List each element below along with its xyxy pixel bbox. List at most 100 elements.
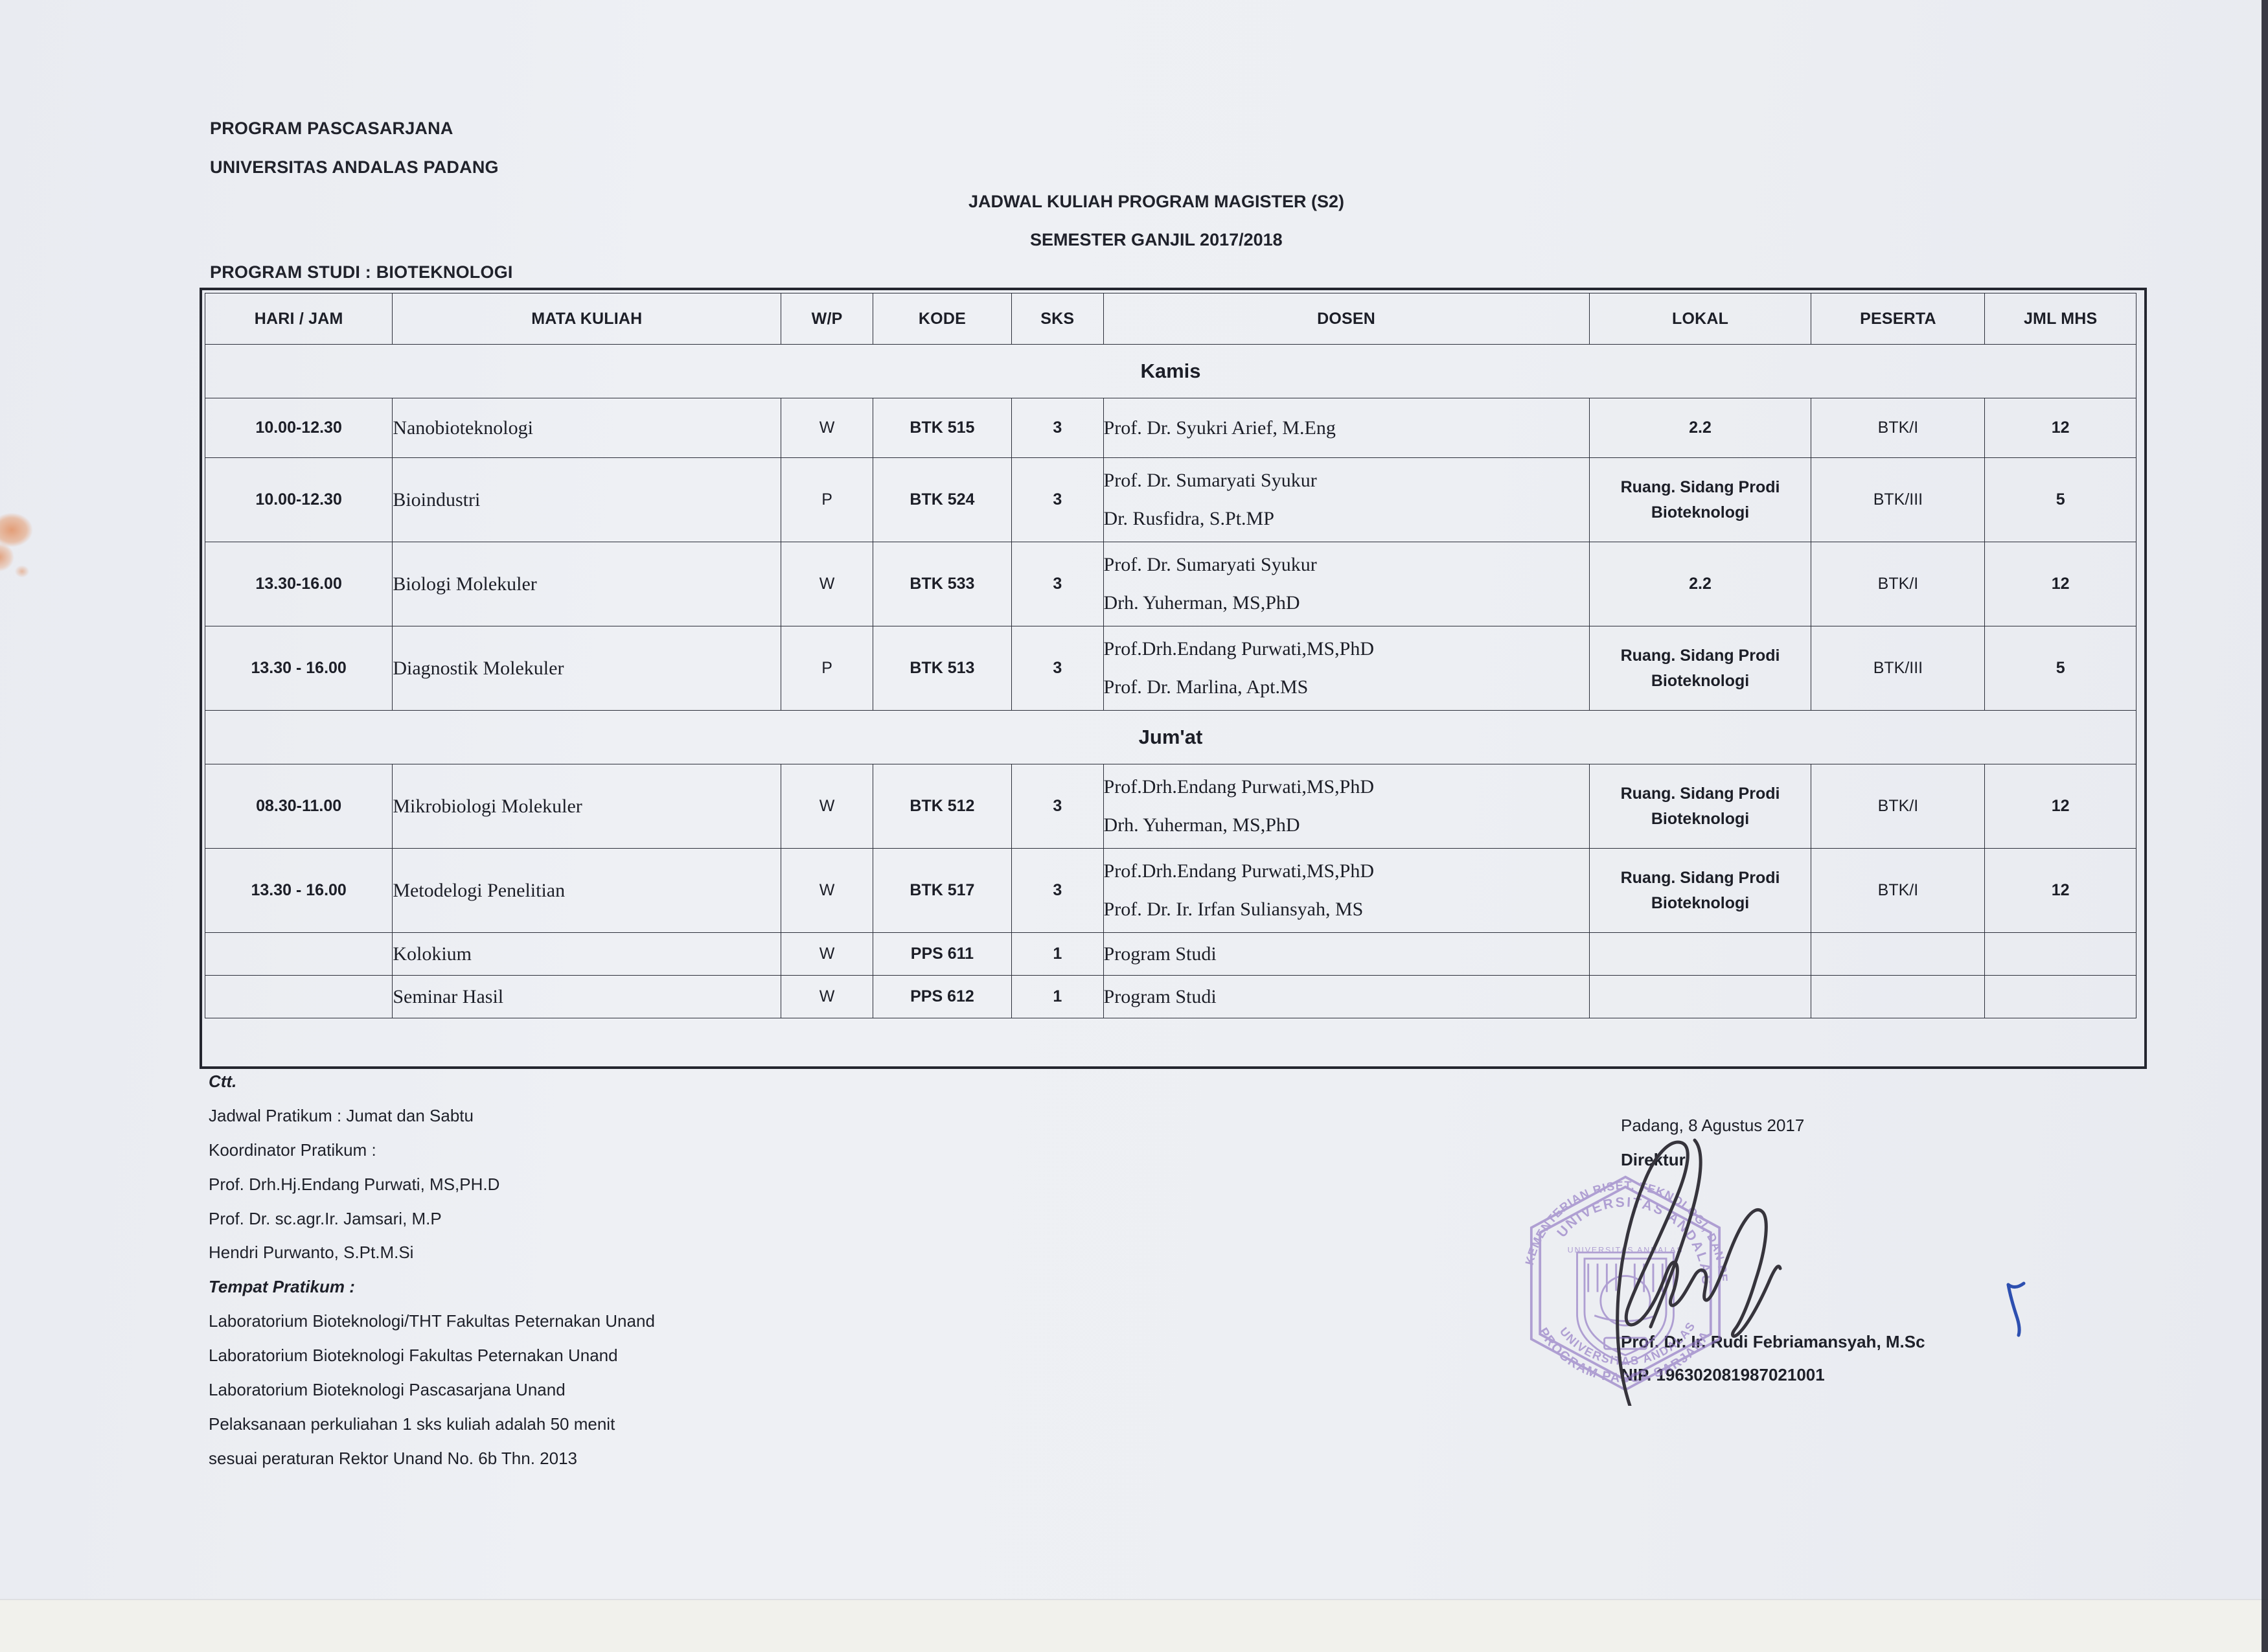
cell-lokal: 2.2	[1588, 542, 1812, 626]
scan-right-edge	[2262, 0, 2268, 1652]
scan-bottom-edge	[0, 1599, 2268, 1652]
day-separator-row: Kamis	[205, 344, 2136, 398]
col-mata-kuliah: MATA KULIAH	[392, 293, 782, 345]
cell-lokal: Ruang. Sidang Prodi Bioteknologi	[1588, 764, 1812, 849]
cell-lokal: 2.2	[1588, 398, 1812, 458]
cell-sks: 1	[1011, 975, 1104, 1018]
cell-dosen: Prof.Drh.Endang Purwati,MS,PhD Prof. Dr. …	[1103, 848, 1590, 933]
notes-block: Ctt. Jadwal Pratikum : Jumat dan Sabtu Ko…	[209, 1072, 1116, 1484]
cell-hari-jam	[204, 975, 393, 1018]
cell-hari-jam: 08.30-11.00	[204, 764, 393, 849]
table-row: 10.00-12.30 Nanobioteknologi W BTK 515 3 Prof…	[204, 398, 2136, 458]
cell-hari-jam: 13.30 - 16.00	[204, 848, 393, 933]
cell-peserta: BTK/III	[1811, 457, 1986, 542]
cell-peserta: BTK/I	[1811, 848, 1986, 933]
cell-mata-kuliah: Diagnostik Molekuler	[392, 626, 782, 711]
cell-sks: 3	[1011, 542, 1104, 626]
signature-name: Prof. Dr. Ir. Rudi Febriamansyah, M.Sc	[1621, 1332, 1925, 1351]
cell-wp: W	[781, 932, 873, 976]
cell-dosen: Prof. Dr. Sumaryati Syukur Drh. Yuherman,…	[1103, 542, 1590, 626]
col-lokal: LOKAL	[1588, 293, 1812, 345]
table-row: Seminar Hasil W PPS 612 1 Program Studi	[204, 975, 2136, 1018]
table-row: Kolokium W PPS 611 1 Program Studi	[204, 932, 2136, 976]
cell-lokal	[1588, 932, 1812, 976]
cell-wp: W	[781, 542, 873, 626]
signature-place-date: Padang, 8 Agustus 2017	[1621, 1116, 1805, 1135]
cell-sks: 3	[1011, 626, 1104, 711]
cell-sks: 3	[1011, 398, 1104, 458]
note-place-line: Laboratorium Bioteknologi Fakultas Peter…	[209, 1346, 618, 1366]
cell-peserta: BTK/I	[1811, 764, 1986, 849]
col-hari-jam: HARI / JAM	[204, 293, 393, 345]
cell-peserta	[1811, 932, 1986, 976]
note-place-line: Laboratorium Bioteknologi Pascasarjana U…	[209, 1380, 566, 1400]
orange-stain-artifact	[0, 512, 62, 590]
signature-nip: NIP. 196302081987021001	[1621, 1365, 1825, 1384]
signature-block: Padang, 8 Agustus 2017 Direktur Prof. Dr…	[1621, 1116, 2139, 1385]
cell-kode: BTK 517	[872, 848, 1013, 933]
table-row: 13.30 - 16.00 Metodelogi Penelitian W BTK 5…	[204, 848, 2136, 933]
cell-wp: W	[781, 764, 873, 849]
cell-lokal	[1588, 975, 1812, 1018]
note-line: Prof. Drh.Hj.Endang Purwati, MS,PH.D	[209, 1174, 500, 1194]
cell-jml-mhs: 5	[1984, 457, 2136, 542]
cell-lokal: Ruang. Sidang Prodi Bioteknologi	[1588, 626, 1812, 711]
cell-sks: 3	[1011, 457, 1104, 542]
cell-wp: W	[781, 398, 873, 458]
cell-jml-mhs: 12	[1984, 764, 2136, 849]
cell-kode: BTK 512	[872, 764, 1013, 849]
table-row: 13.30-16.00 Biologi Molekuler W BTK 533 3 Pro…	[204, 542, 2136, 626]
cell-peserta: BTK/I	[1811, 542, 1986, 626]
document-title-line2: SEMESTER GANJIL 2017/2018	[1030, 230, 1283, 249]
cell-peserta: BTK/III	[1811, 626, 1986, 711]
cell-dosen: Prof. Dr. Syukri Arief, M.Eng	[1103, 398, 1590, 458]
note-line: Koordinator Pratikum :	[209, 1140, 376, 1160]
cell-hari-jam	[204, 932, 393, 976]
cell-dosen: Prof.Drh.Endang Purwati,MS,PhD Prof. Dr. …	[1103, 626, 1590, 711]
document-title-line1: JADWAL KULIAH PROGRAM MAGISTER (S2)	[968, 192, 1345, 211]
cell-kode: BTK 515	[872, 398, 1013, 458]
cell-hari-jam: 13.30 - 16.00	[204, 626, 393, 711]
cell-hari-jam: 10.00-12.30	[204, 398, 393, 458]
cell-peserta: BTK/I	[1811, 398, 1986, 458]
cell-dosen: Program Studi	[1103, 932, 1590, 976]
cell-kode: BTK 524	[872, 457, 1013, 542]
cell-mata-kuliah: Mikrobiologi Molekuler	[392, 764, 782, 849]
table-row: 10.00-12.30 Bioindustri P BTK 524 3 Prof. Dr.…	[204, 457, 2136, 542]
cell-kode: PPS 612	[872, 975, 1013, 1018]
cell-jml-mhs	[1984, 975, 2136, 1018]
cell-jml-mhs	[1984, 932, 2136, 976]
table-body: Kamis 10.00-12.30 Nanobioteknologi W BTK 515…	[204, 344, 2136, 1018]
cell-mata-kuliah: Metodelogi Penelitian	[392, 848, 782, 933]
cell-dosen: Prof.Drh.Endang Purwati,MS,PhD Drh. Yuher…	[1103, 764, 1590, 849]
cell-wp: P	[781, 626, 873, 711]
cell-dosen: Prof. Dr. Sumaryati Syukur Dr. Rusfidra, …	[1103, 457, 1590, 542]
note-place-line: sesuai peraturan Rektor Unand No. 6b Thn…	[209, 1448, 577, 1468]
cell-wp: W	[781, 848, 873, 933]
cell-sks: 3	[1011, 764, 1104, 849]
col-jml-mhs: JML MHS	[1984, 293, 2136, 345]
cell-mata-kuliah: Seminar Hasil	[392, 975, 782, 1018]
cell-peserta	[1811, 975, 1986, 1018]
day-label: Kamis	[205, 344, 2136, 398]
cell-mata-kuliah: Biologi Molekuler	[392, 542, 782, 626]
signature-role: Direktur	[1621, 1150, 1686, 1169]
cell-jml-mhs: 12	[1984, 398, 2136, 458]
notes-place-lines: Laboratorium Bioteknologi/THT Fakultas P…	[209, 1311, 1116, 1468]
cell-kode: PPS 611	[872, 932, 1013, 976]
cell-hari-jam: 13.30-16.00	[204, 542, 393, 626]
note-line: Prof. Dr. sc.agr.Ir. Jamsari, M.P	[209, 1208, 442, 1228]
header-study-program: PROGRAM STUDI : BIOTEKNOLOGI	[210, 262, 513, 282]
cell-lokal: Ruang. Sidang Prodi Bioteknologi	[1588, 457, 1812, 542]
cell-hari-jam: 10.00-12.30	[204, 457, 393, 542]
cell-jml-mhs: 5	[1984, 626, 2136, 711]
cell-jml-mhs: 12	[1984, 848, 2136, 933]
table-row: 13.30 - 16.00 Diagnostik Molekuler P BTK 51…	[204, 626, 2136, 711]
cell-sks: 3	[1011, 848, 1104, 933]
table-header-row: HARI / JAM MATA KULIAH W/P KODE SKS DOSE…	[204, 293, 2136, 345]
col-peserta: PESERTA	[1811, 293, 1986, 345]
cell-mata-kuliah: Kolokium	[392, 932, 782, 976]
schedule-table: HARI / JAM MATA KULIAH W/P KODE SKS DOSE…	[204, 293, 2136, 1018]
notes-heading: Ctt.	[209, 1072, 237, 1091]
